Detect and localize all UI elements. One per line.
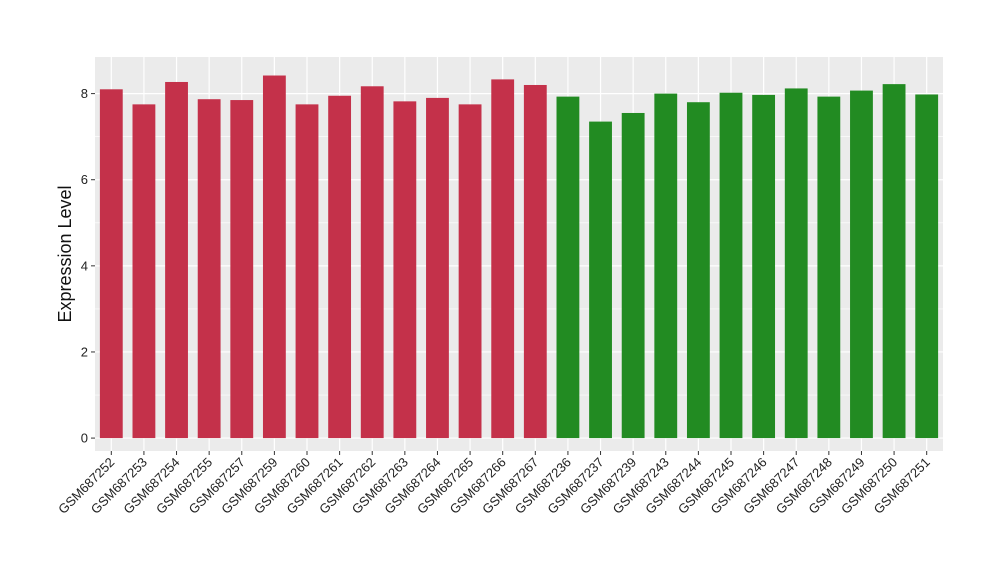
bar-GSM687246: [752, 94, 776, 439]
bar-GSM687265: [458, 104, 482, 439]
bar-GSM687262: [360, 86, 384, 439]
bar-GSM687245: [719, 92, 743, 439]
bar-GSM687252: [99, 89, 123, 439]
bar-GSM687248: [817, 96, 841, 439]
bar-GSM687251: [915, 94, 939, 439]
bar-GSM687237: [589, 121, 612, 439]
bars: [99, 75, 939, 439]
y-tick-label: 0: [81, 431, 88, 446]
bar-GSM687257: [230, 100, 254, 439]
bar-GSM687244: [686, 102, 710, 439]
bar-GSM687260: [295, 104, 319, 439]
bar-GSM687264: [426, 97, 449, 439]
bar-GSM687249: [850, 90, 873, 439]
bar-GSM687239: [621, 112, 645, 439]
plot-panel: [95, 57, 943, 451]
y-tick-label: 6: [81, 172, 88, 187]
y-tick-label: 2: [81, 344, 88, 359]
bar-GSM687243: [654, 93, 678, 439]
bar-GSM687255: [197, 99, 221, 439]
y-tick-label: 4: [81, 258, 88, 273]
y-axis: 0 2 4 6 8: [81, 86, 95, 446]
bar-GSM687247: [784, 88, 808, 439]
x-axis: GSM687252GSM687253GSM687254GSM687255GSM6…: [55, 451, 933, 517]
bar-GSM687266: [491, 79, 515, 439]
bar-GSM687261: [328, 95, 352, 439]
y-axis-title: Expression Level: [55, 185, 75, 322]
bar-GSM687253: [132, 104, 156, 439]
bar-GSM687263: [393, 101, 417, 439]
y-tick-label: 8: [81, 86, 88, 101]
bar-GSM687236: [556, 96, 580, 439]
bar-GSM687259: [262, 75, 286, 439]
bar-GSM687250: [882, 84, 906, 439]
bar-GSM687267: [523, 84, 547, 439]
bar-GSM687254: [165, 81, 188, 439]
